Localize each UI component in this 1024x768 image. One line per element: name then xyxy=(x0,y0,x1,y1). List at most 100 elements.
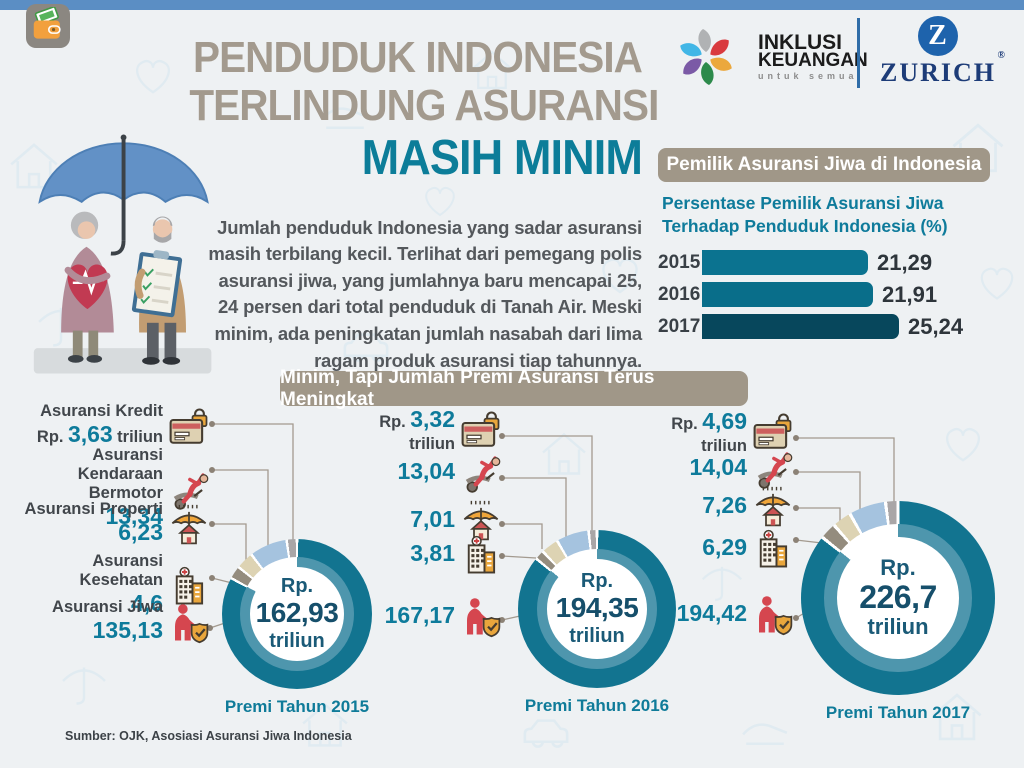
bar-2016 xyxy=(702,282,873,307)
ownership-chart-banner: Pemilik Asuransi Jiwa di Indonesia xyxy=(658,148,990,182)
premium-value: 4,69 xyxy=(702,408,747,434)
premium-value: 135,13 xyxy=(92,617,163,643)
bar-year-label: 2015 xyxy=(658,251,701,273)
currency-prefix: Rp. xyxy=(36,428,64,446)
product-label: Asuransi xyxy=(92,446,163,464)
bar-value-label: 21,29 xyxy=(877,249,933,275)
motorcycle-rider-icon xyxy=(752,448,794,490)
premium-value: 4,6 xyxy=(131,590,163,616)
bar-year-label: 2017 xyxy=(658,315,701,337)
umbrella-house-icon xyxy=(752,486,794,528)
registered-mark: ® xyxy=(997,50,1007,61)
person-shield-icon xyxy=(752,594,794,636)
donut-center-label: Rp. 162,93 triliun xyxy=(249,566,345,662)
leader-lines xyxy=(207,421,895,631)
product-label: Asuransi Kesehatan xyxy=(79,552,163,589)
premium-value: 14,04 xyxy=(689,454,747,480)
donut-premi-2015: Rp. 162,93 triliun xyxy=(222,539,372,689)
woman-figure xyxy=(61,211,114,363)
bar-2017 xyxy=(702,314,899,339)
zurich-z-icon: Z xyxy=(917,16,958,56)
premium-item-jiwa-2017: 194,42 xyxy=(622,594,794,636)
premium-value: 3,81 xyxy=(410,540,455,566)
premium-value: 3,32 xyxy=(410,406,455,432)
currency-prefix: Rp. xyxy=(671,415,698,433)
credit-card-lock-icon xyxy=(168,406,210,448)
top-accent-bar xyxy=(0,0,1024,10)
credit-card-lock-icon xyxy=(752,411,794,453)
donut-caption-2016: Premi Tahun 2016 xyxy=(524,696,670,715)
premium-value: 6,23 xyxy=(118,519,163,545)
premium-section-banner: Minim, Tapi Jumlah Premi Asuransi Terus … xyxy=(280,367,748,410)
premium-value: 7,01 xyxy=(410,506,455,532)
wallet-money-icon xyxy=(26,4,70,48)
premium-item-kesehatan-2017: 6,29 xyxy=(622,528,794,570)
premium-item-kendaraan-2016: 13,04 xyxy=(330,452,502,494)
premium-value: 13,34 xyxy=(105,503,163,529)
bar-year-label: 2016 xyxy=(658,283,701,305)
premium-item-properti-2016: 7,01 xyxy=(330,500,502,542)
bar-value-label: 25,24 xyxy=(908,313,964,339)
premium-item-properti-2017: 7,26 xyxy=(622,486,794,528)
donut-center-label: Rp. 226,7 triliun xyxy=(836,536,960,660)
ownership-chart-subtitle: Persentase Pemilik Asuransi Jiwa Terhada… xyxy=(662,193,948,236)
man-figure xyxy=(131,216,186,365)
logo-area: INKLUSI KEUANGAN untuk semua Z ZURICH ® xyxy=(660,16,1007,101)
intro-paragraph: Jumlah penduduk Indonesia yang sadar asu… xyxy=(208,216,642,371)
zurich-logo: Z ZURICH ® xyxy=(880,16,1007,88)
premium-item-kesehatan-2015: Asuransi Kesehatan 4,6 xyxy=(18,552,210,620)
premium-item-properti-2015: Asuransi Properti 6,23 xyxy=(18,500,210,549)
ownership-bar-chart: 2015 21,29 2016 21,91 2017 25,24 xyxy=(658,250,963,346)
product-label: Kendaraan Bermotor xyxy=(77,465,163,502)
currency-prefix: Rp. xyxy=(379,413,406,431)
unit-suffix: triliun xyxy=(117,428,163,446)
person-shield-icon xyxy=(460,596,502,638)
premium-value: 194,42 xyxy=(676,600,747,626)
donut-premi-2016: Rp. 194,35 triliun xyxy=(518,530,676,688)
premium-item-kendaraan-2015: Asuransi Kendaraan Bermotor 13,34 xyxy=(18,446,210,533)
donut-caption-2015: Premi Tahun 2015 xyxy=(224,697,370,716)
credit-card-lock-icon xyxy=(460,409,502,451)
person-shield-icon xyxy=(168,602,210,644)
unit-suffix: triliun xyxy=(701,437,747,455)
bar-row-2015: 2015 21,29 xyxy=(658,250,963,275)
donut-center-label: Rp. 194,35 triliun xyxy=(547,559,647,659)
premium-item-kredit-2015: Asuransi Kredit Rp. 3,63 triliun xyxy=(18,402,210,451)
unit-suffix: triliun xyxy=(409,435,455,453)
premium-value: 3,63 xyxy=(67,421,113,447)
motorcycle-rider-icon xyxy=(460,452,502,494)
premium-value: 6,29 xyxy=(702,534,747,560)
premium-item-jiwa-2016: 167,17 xyxy=(330,596,502,638)
donut-caption-2017: Premi Tahun 2017 xyxy=(825,703,971,722)
product-label: Asuransi Jiwa xyxy=(52,598,163,616)
page-title: PENDUDUK INDONESIA TERLINDUNG ASURANSI M… xyxy=(150,33,659,186)
hospital-building-icon xyxy=(752,528,794,570)
source-note: Sumber: OJK, Asosiasi Asuransi Jiwa Indo… xyxy=(65,729,352,743)
title-line-3: MASIH MINIM xyxy=(361,131,643,185)
bar-row-2017: 2017 25,24 xyxy=(658,314,963,339)
premium-item-jiwa-2015: Asuransi Jiwa 135,13 xyxy=(18,598,210,647)
premium-value: 13,04 xyxy=(397,458,455,484)
inklusi-wordmark-line1: INKLUSI xyxy=(758,31,842,54)
logo-divider xyxy=(857,18,860,88)
inklusi-flower-icon xyxy=(677,29,735,85)
bar-2015 xyxy=(702,250,868,275)
premium-item-kesehatan-2016: 3,81 xyxy=(330,534,502,576)
premium-value: 7,26 xyxy=(702,492,747,518)
premium-item-kredit-2017: Rp. 4,69 triliun xyxy=(622,408,794,455)
umbrella-house-icon xyxy=(168,504,210,546)
bar-row-2016: 2016 21,91 xyxy=(658,282,963,307)
inklusi-keuangan-logo: INKLUSI KEUANGAN untuk semua xyxy=(660,16,868,98)
title-line-1: PENDUDUK INDONESIA xyxy=(192,33,643,82)
zurich-wordmark: ZURICH ® xyxy=(880,50,1007,87)
premium-value: 167,17 xyxy=(384,602,455,628)
bar-value-label: 21,91 xyxy=(882,281,938,307)
premium-item-kendaraan-2017: 14,04 xyxy=(622,448,794,490)
donut-premi-2017: Rp. 226,7 triliun xyxy=(801,501,995,695)
couple-under-umbrella-illustration xyxy=(33,134,212,374)
inklusi-wordmark-line2: KEUANGAN xyxy=(758,50,868,71)
hospital-building-icon xyxy=(460,534,502,576)
title-line-2: TERLINDUNG ASURANSI xyxy=(189,81,659,130)
inklusi-tagline: untuk semua xyxy=(758,71,858,81)
